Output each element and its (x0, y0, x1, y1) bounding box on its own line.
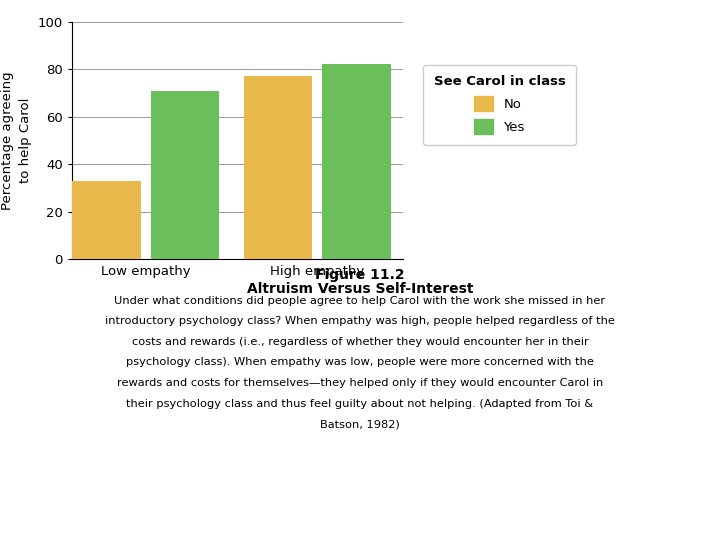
Text: introductory psychology class? When empathy was high, people helped regardless o: introductory psychology class? When empa… (105, 316, 615, 327)
Text: Under what conditions did people agree to help Carol with the work she missed in: Under what conditions did people agree t… (114, 296, 606, 306)
Bar (72, 181, 140, 259)
Text: All Rights Reserved.: All Rights Reserved. (468, 529, 559, 537)
Bar (150, 91, 219, 259)
Text: Altruism Versus Self-Interest: Altruism Versus Self-Interest (247, 282, 473, 296)
Legend: No, Yes: No, Yes (423, 65, 576, 145)
Text: their psychology class and thus feel guilty about not helping. (Adapted from Toi: their psychology class and thus feel gui… (127, 399, 593, 409)
Bar (244, 76, 312, 259)
Text: rewards and costs for themselves—they helped only if they would encounter Carol : rewards and costs for themselves—they he… (117, 378, 603, 388)
Text: Social Psychology, Eighth Edition: Social Psychology, Eighth Edition (158, 517, 307, 526)
Text: Figure 11.2: Figure 11.2 (315, 268, 405, 282)
Text: Batson, 1982): Batson, 1982) (320, 419, 400, 429)
Text: PEARSON: PEARSON (630, 517, 720, 535)
Text: ©2013 Pearson Education, Inc.: ©2013 Pearson Education, Inc. (468, 517, 608, 526)
Text: psychology class). When empathy was low, people were more concerned with the: psychology class). When empathy was low,… (126, 357, 594, 368)
Text: ALWAYS LEARNING: ALWAYS LEARNING (4, 520, 99, 529)
Y-axis label: Percentage agreeing
to help Carol: Percentage agreeing to help Carol (1, 71, 32, 210)
Bar (323, 64, 391, 259)
Text: costs and rewards (i.e., regardless of whether they would encounter her in their: costs and rewards (i.e., regardless of w… (132, 337, 588, 347)
Text: Elliot Aronson | Timothy D. Wilson | Robin M. Akert: Elliot Aronson | Timothy D. Wilson | Rob… (158, 529, 387, 537)
